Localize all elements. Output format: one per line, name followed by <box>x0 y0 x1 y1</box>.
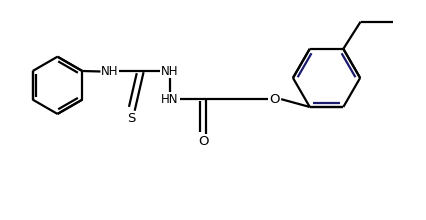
Text: O: O <box>198 135 208 148</box>
Text: NH: NH <box>101 65 118 78</box>
Text: S: S <box>127 112 136 125</box>
Text: HN: HN <box>161 93 179 106</box>
Text: NH: NH <box>161 65 179 78</box>
Text: O: O <box>270 93 280 106</box>
